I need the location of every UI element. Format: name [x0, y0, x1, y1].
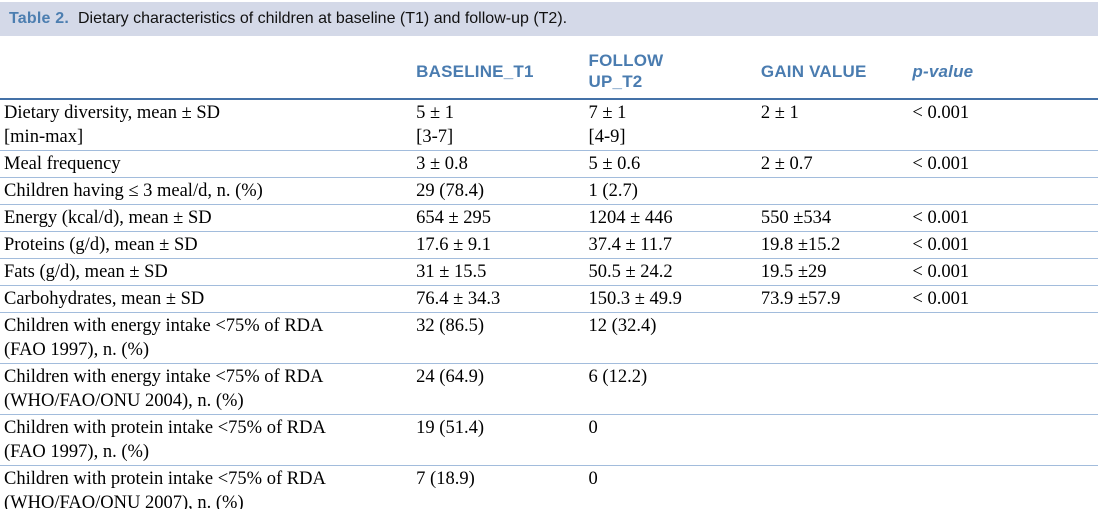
table-row: Proteins (g/d), mean ± SD 17.6 ± 9.1 37.4 …	[0, 231, 1098, 259]
gain-cell: 2 ± 0.7	[760, 154, 813, 174]
gain-cell	[761, 466, 913, 509]
column-header-baseline: BASELINE_T1	[416, 61, 534, 81]
baseline-cell: 29 (78.4)	[416, 181, 484, 201]
pvalue-cell	[912, 178, 1098, 205]
baseline-cell: 654 ± 295	[416, 208, 492, 228]
table-row: Carbohydrates, mean ± SD 76.4 ± 34.3 150.3…	[0, 285, 1098, 313]
pvalue-cell: < 0.001	[912, 103, 970, 123]
table-row: Dietary diversity, mean ± SD [min-max] 5 …	[0, 99, 1098, 151]
baseline-cell: 5 ± 1 [3-7]	[416, 103, 455, 147]
followup-cell: 1204 ± 446	[588, 208, 673, 228]
table-header: BASELINE_T1 FOLLOW UP_T2 GAIN VALUE p-va…	[0, 36, 1098, 99]
baseline-cell: 31 ± 15.5	[416, 262, 487, 282]
row-label-cell: Children with protein intake <75% of RDA…	[4, 418, 326, 462]
row-label-cell: Children with protein intake <75% of RDA…	[4, 469, 326, 509]
baseline-cell: 7 (18.9)	[416, 469, 475, 489]
pvalue-cell: < 0.001	[912, 289, 970, 309]
pvalue-cell: < 0.001	[912, 208, 970, 228]
table-row: Children with energy intake <75% of RDA …	[0, 363, 1098, 415]
followup-cell: 6 (12.2)	[588, 367, 648, 387]
table-row: Children with protein intake <75% of RDA…	[0, 414, 1098, 466]
gain-cell: 2 ± 1	[760, 103, 799, 123]
followup-cell: 12 (32.4)	[588, 316, 657, 336]
gain-cell: 19.5 ±29	[760, 262, 827, 282]
followup-cell: 50.5 ± 24.2	[588, 262, 673, 282]
row-label-cell: Children having ≤ 3 meal/d, n. (%)	[4, 181, 263, 201]
table-caption-text: Dietary characteristics of children at b…	[78, 10, 568, 27]
followup-cell: 0	[588, 469, 598, 489]
dietary-characteristics-table: BASELINE_T1 FOLLOW UP_T2 GAIN VALUE p-va…	[0, 36, 1098, 509]
followup-cell: 0	[588, 418, 598, 438]
row-label-cell: Meal frequency	[4, 154, 121, 174]
pvalue-cell: < 0.001	[912, 262, 970, 282]
followup-cell: 7 ± 1 [4-9]	[588, 103, 627, 147]
pvalue-cell	[912, 364, 1098, 415]
baseline-cell: 17.6 ± 9.1	[416, 235, 492, 255]
baseline-cell: 76.4 ± 34.3	[416, 289, 501, 309]
gain-cell	[761, 313, 913, 364]
table-caption-bar: Table 2. Dietary characteristics of chil…	[0, 2, 1098, 36]
table-row: Children with protein intake <75% of RDA…	[0, 465, 1098, 509]
pvalue-cell: < 0.001	[912, 154, 970, 174]
column-header-followup: FOLLOW UP_T2	[588, 51, 664, 91]
gain-cell: 73.9 ±57.9	[760, 289, 841, 309]
followup-cell: 5 ± 0.6	[588, 154, 641, 174]
followup-cell: 37.4 ± 11.7	[588, 235, 672, 255]
baseline-cell: 24 (64.9)	[416, 367, 484, 387]
column-header-gain: GAIN VALUE	[760, 61, 867, 81]
baseline-cell: 3 ± 0.8	[416, 154, 468, 174]
gain-cell	[761, 364, 913, 415]
table-row: Meal frequency 3 ± 0.8 5 ± 0.6 2 ± 0.7 < 0.0…	[0, 150, 1098, 178]
table-body: Dietary diversity, mean ± SD [min-max] 5 …	[0, 99, 1098, 509]
table-caption-label: Table 2.	[9, 10, 69, 27]
row-label-cell: Fats (g/d), mean ± SD	[4, 262, 168, 282]
pvalue-cell	[912, 466, 1098, 509]
row-label-cell: Carbohydrates, mean ± SD	[4, 289, 205, 309]
table-row: Energy (kcal/d), mean ± SD 654 ± 295 1204 …	[0, 204, 1098, 232]
gain-cell	[761, 178, 913, 205]
table-row: Fats (g/d), mean ± SD 31 ± 15.5 50.5 ± 24.…	[0, 258, 1098, 286]
row-label-cell: Children with energy intake <75% of RDA …	[4, 367, 324, 411]
table-row: Children with energy intake <75% of RDA …	[0, 312, 1098, 364]
header-row: BASELINE_T1 FOLLOW UP_T2 GAIN VALUE p-va…	[0, 36, 1098, 99]
gain-cell	[761, 415, 913, 466]
pvalue-cell	[912, 415, 1098, 466]
baseline-cell: 19 (51.4)	[416, 418, 484, 438]
row-label-cell: Children with energy intake <75% of RDA …	[4, 316, 324, 360]
baseline-cell: 32 (86.5)	[416, 316, 484, 336]
table-row: Children having ≤ 3 meal/d, n. (%) 29 (78…	[0, 177, 1098, 205]
followup-cell: 1 (2.7)	[588, 181, 638, 201]
gain-cell: 550 ±534	[760, 208, 832, 228]
row-label-cell: Dietary diversity, mean ± SD [min-max]	[4, 103, 221, 147]
gain-cell: 19.8 ±15.2	[760, 235, 841, 255]
column-header-pvalue: p-value	[912, 61, 974, 81]
pvalue-cell: < 0.001	[912, 235, 970, 255]
followup-cell: 150.3 ± 49.9	[588, 289, 682, 309]
row-label-cell: Proteins (g/d), mean ± SD	[4, 235, 198, 255]
row-label-cell: Energy (kcal/d), mean ± SD	[4, 208, 212, 228]
pvalue-cell	[912, 313, 1098, 364]
column-header-empty	[0, 36, 416, 99]
